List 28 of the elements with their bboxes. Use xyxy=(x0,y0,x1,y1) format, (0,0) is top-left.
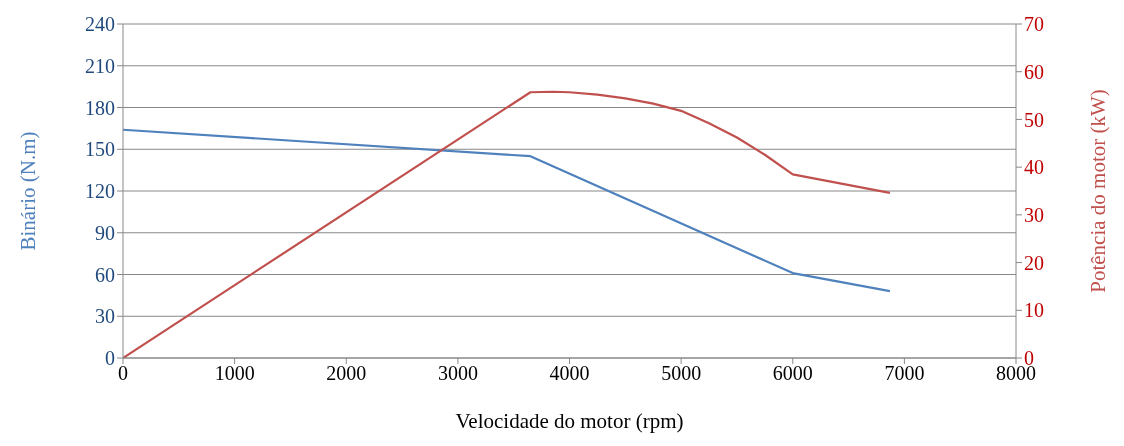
y-tick-label: 210 xyxy=(85,54,115,77)
y-axis-title: Binário (N.m) xyxy=(16,131,41,251)
y2-tick-label: 10 xyxy=(1024,299,1044,322)
y-tick-label: 150 xyxy=(85,138,115,161)
y2-tick-label: 30 xyxy=(1024,203,1044,226)
y-tick-label: 240 xyxy=(85,13,115,36)
y-tick-label: 0 xyxy=(105,347,115,370)
y2-tick-label: 20 xyxy=(1024,251,1044,274)
y2-tick-label: 40 xyxy=(1024,156,1044,179)
y2-tick-label: 50 xyxy=(1024,108,1044,131)
y-tick-label: 120 xyxy=(85,180,115,203)
y-tick-label: 180 xyxy=(85,96,115,119)
line-series xyxy=(123,128,891,293)
x-tick-label: 3000 xyxy=(437,362,478,385)
y-tick-label: 30 xyxy=(95,305,115,328)
x-tick-label: 1000 xyxy=(214,362,255,385)
x-tick-label: 5000 xyxy=(661,362,702,385)
y2-axis-title: Potência do motor (kW) xyxy=(1086,89,1111,293)
line-series xyxy=(123,90,891,358)
y-tick-label: 60 xyxy=(95,263,115,286)
x-axis-title: Velocidade do motor (rpm) xyxy=(455,409,684,433)
x-tick-label: 6000 xyxy=(772,362,813,385)
x-tick-label: 7000 xyxy=(884,362,925,385)
y-tick-label: 90 xyxy=(95,221,115,244)
y2-tick-label: 60 xyxy=(1024,60,1044,83)
x-tick-label: 4000 xyxy=(549,362,590,385)
y2-tick-label: 70 xyxy=(1024,13,1044,36)
x-tick-label: 2000 xyxy=(326,362,367,385)
